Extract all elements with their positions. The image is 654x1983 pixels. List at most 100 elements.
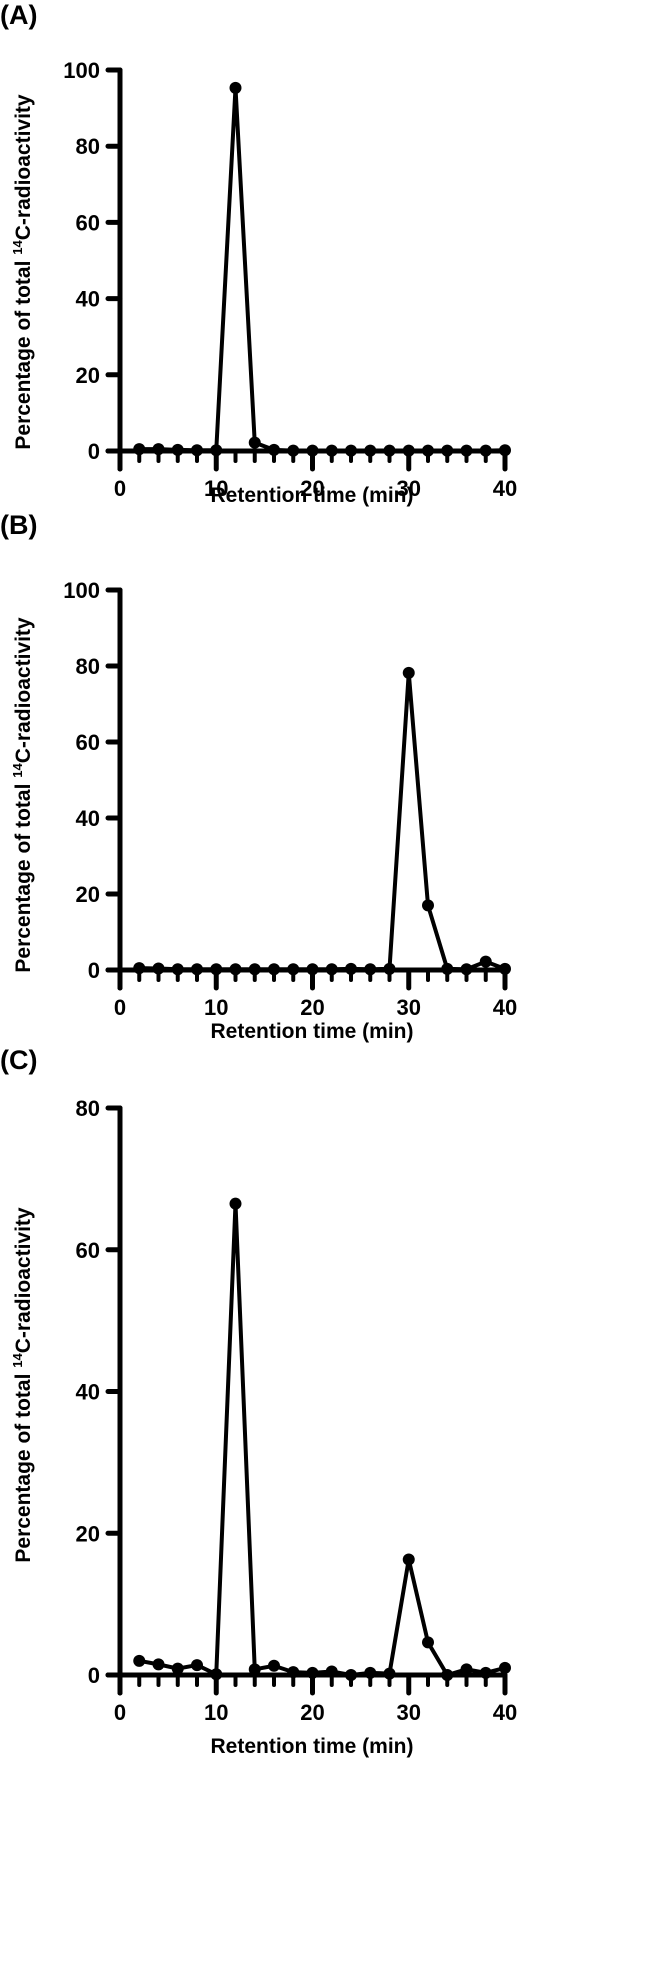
data-point-marker — [229, 963, 242, 976]
y-tick-label: 100 — [63, 58, 100, 83]
data-point-marker — [345, 1669, 357, 1681]
data-point-marker — [133, 443, 146, 456]
data-point-marker — [152, 443, 165, 456]
panel-b: (B) Percentage of total 14C-radioactivit… — [0, 510, 654, 1050]
data-point-marker — [133, 1654, 146, 1667]
data-point-marker — [345, 444, 357, 457]
data-point-marker — [248, 963, 261, 976]
axes-b: 0 20 40 60 80 100 0 10 20 30 40 — [63, 578, 517, 1020]
y-tick-label: 0 — [88, 958, 100, 983]
y-tick-label: 40 — [76, 1380, 100, 1405]
data-point-marker — [364, 444, 377, 457]
data-point-marker — [364, 1666, 377, 1679]
y-tick-label: 20 — [76, 1521, 100, 1546]
x-tick-label: 30 — [397, 476, 421, 501]
x-tick-label: 0 — [114, 995, 126, 1020]
y-tick-label: 20 — [76, 363, 100, 388]
data-point-marker — [383, 1667, 396, 1680]
data-point-marker — [499, 444, 511, 457]
data-point-marker — [383, 962, 396, 975]
x-tick-label: 10 — [204, 995, 228, 1020]
axes-c: 0 20 40 60 80 0 10 20 30 40 — [76, 1096, 518, 1725]
data-point-marker — [479, 444, 492, 457]
y-tick-label: 60 — [76, 730, 100, 755]
data-point-marker — [479, 1666, 492, 1679]
x-tick-label: 40 — [493, 995, 517, 1020]
data-point-marker — [364, 963, 377, 976]
y-tick-label: 0 — [88, 1663, 100, 1688]
data-point-marker — [287, 444, 300, 457]
x-tick-label: 10 — [204, 476, 228, 501]
panel-c: (C) Percentage of total 14C-radioactivit… — [0, 1045, 654, 1983]
y-tick-label: 40 — [76, 806, 100, 831]
y-tick-label: 60 — [76, 1238, 100, 1263]
x-tick-label: 0 — [114, 1700, 126, 1725]
data-point-marker — [133, 962, 146, 975]
x-tick-label: 40 — [493, 476, 517, 501]
data-point-marker — [268, 963, 280, 976]
data-point-marker — [422, 444, 434, 457]
data-point-marker — [191, 1659, 203, 1672]
y-axis-label-a: Percentage of total 14C-radioactivity — [10, 94, 35, 450]
data-point-marker — [229, 81, 242, 94]
axes-a: 0 20 40 60 80 100 0 10 20 30 40 — [63, 58, 517, 501]
data-point-marker — [210, 963, 223, 976]
data-point-marker — [325, 444, 338, 457]
data-point-marker — [268, 443, 280, 456]
data-point-marker — [306, 1666, 319, 1679]
data-point-marker — [383, 444, 396, 457]
chart-a: Percentage of total 14C-radioactivity Re… — [10, 58, 517, 507]
y-axis-label-b: Percentage of total 14C-radioactivity — [10, 617, 35, 973]
panel-label-a: (A) — [0, 0, 38, 30]
x-tick-label: 20 — [300, 995, 324, 1020]
x-tick-label: 20 — [300, 476, 324, 501]
data-point-marker — [306, 444, 319, 457]
data-series-line — [139, 87, 506, 453]
x-axis-label-b: Retention time (min) — [211, 1020, 414, 1043]
data-point-marker — [210, 444, 223, 457]
data-point-marker — [191, 963, 203, 976]
data-point-marker — [345, 962, 357, 975]
data-point-marker — [152, 962, 165, 975]
data-point-marker — [422, 899, 434, 912]
y-axis-label-c: Percentage of total 14C-radioactivity — [10, 1207, 35, 1563]
y-tick-label: 0 — [88, 439, 100, 464]
panel-label-c: (C) — [0, 1045, 38, 1075]
data-point-marker — [171, 963, 184, 976]
data-point-marker — [460, 1663, 473, 1676]
x-tick-label: 30 — [397, 1700, 421, 1725]
data-point-marker — [268, 1659, 280, 1672]
data-point-marker — [441, 444, 454, 457]
x-tick-label: 20 — [300, 1700, 324, 1725]
data-point-marker — [171, 443, 184, 456]
data-point-marker — [171, 1662, 184, 1675]
data-point-marker — [460, 963, 473, 976]
x-tick-label: 40 — [493, 1700, 517, 1725]
data-point-marker — [441, 962, 454, 975]
data-point-marker — [402, 444, 415, 457]
data-point-marker — [191, 444, 203, 457]
panel-label-b: (B) — [0, 510, 38, 540]
x-axis-label-a: Retention time (min) — [211, 484, 414, 507]
data-point-marker — [152, 1658, 165, 1671]
data-point-marker — [441, 1669, 454, 1681]
chart-b: Percentage of total 14C-radioactivity Re… — [10, 578, 517, 1043]
data-point-marker — [479, 955, 492, 968]
data-point-marker — [287, 1666, 300, 1679]
data-point-marker — [306, 963, 319, 976]
y-tick-label: 80 — [76, 654, 100, 679]
y-tick-label: 100 — [63, 578, 100, 603]
x-tick-label: 10 — [204, 1700, 228, 1725]
data-series-line — [138, 1203, 506, 1678]
data-point-marker — [499, 1661, 511, 1674]
y-tick-label: 80 — [76, 134, 100, 159]
data-point-marker — [210, 1668, 223, 1681]
data-point-marker — [248, 1663, 261, 1676]
data-point-marker — [499, 962, 511, 975]
x-tick-label: 0 — [114, 476, 126, 501]
data-series-line — [139, 672, 506, 972]
data-point-marker — [325, 1665, 338, 1678]
data-point-marker — [287, 963, 300, 976]
data-point-marker — [248, 436, 261, 449]
data-point-marker — [402, 1553, 415, 1566]
